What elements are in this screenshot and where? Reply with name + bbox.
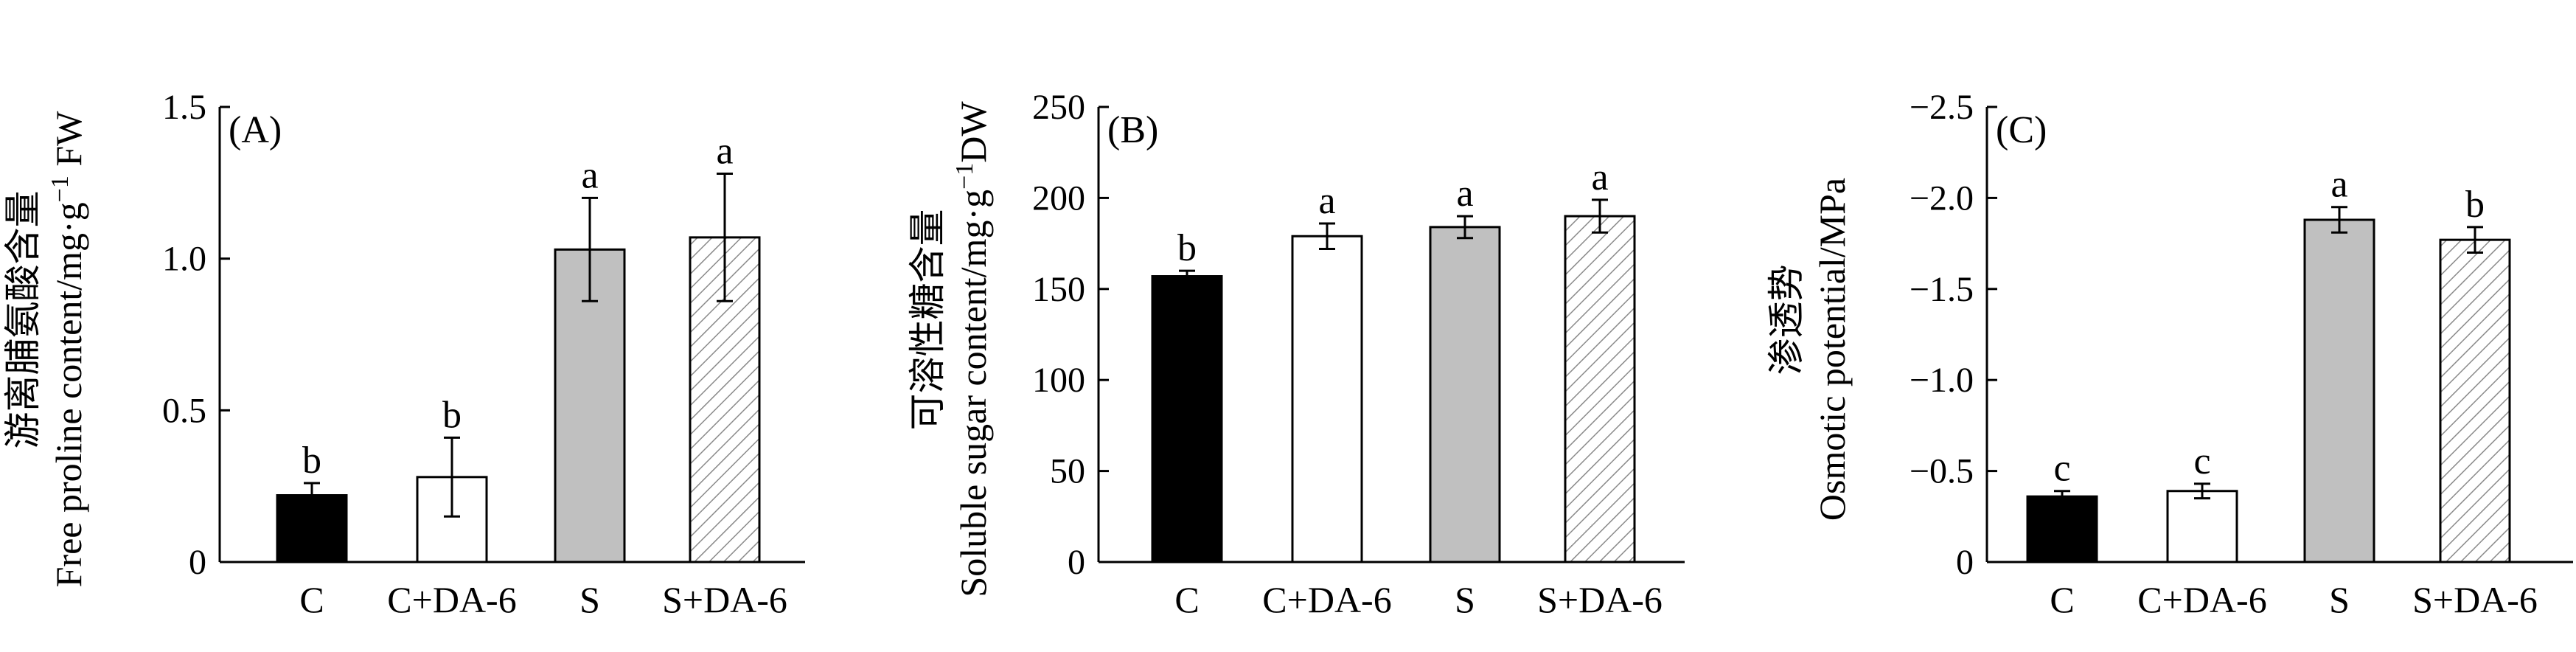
significance-letter: c — [2193, 440, 2210, 482]
y-axis-title-en: Soluble sugar content/mg·g−1DW — [951, 101, 994, 597]
y-axis-title-text: Free proline content/mg·g — [48, 202, 89, 587]
significance-letter: a — [2330, 164, 2347, 206]
x-tick-label: S+DA-6 — [662, 579, 787, 620]
y-tick-label: −1.5 — [1910, 270, 1974, 309]
x-tick-label: C+DA-6 — [2137, 579, 2266, 620]
x-tick-label: C+DA-6 — [387, 579, 516, 620]
y-axis-title-en: Osmotic potential/MPa — [1811, 178, 1853, 521]
y-tick-label: 250 — [1032, 88, 1085, 127]
significance-letter: a — [581, 154, 598, 196]
y-tick-label: 1.5 — [162, 88, 206, 127]
significance-letter: b — [302, 440, 321, 482]
y-tick-label: −2.5 — [1910, 88, 1974, 127]
x-tick-label: C — [1174, 579, 1199, 620]
y-tick-label: 0 — [1068, 543, 1085, 582]
y-axis-title-superscript: −1 — [46, 176, 74, 202]
y-axis-title-text: Osmotic potential/MPa — [1811, 178, 1853, 521]
y-tick-label: 150 — [1032, 270, 1085, 309]
x-tick-label: S+DA-6 — [2412, 579, 2538, 620]
y-tick-label: 50 — [1050, 452, 1085, 491]
x-tick-label: S+DA-6 — [1537, 579, 1663, 620]
panel-label: (B) — [1107, 109, 1158, 151]
y-axis-title-superscript: −1 — [951, 163, 978, 190]
significance-letter: a — [1591, 156, 1608, 198]
bar — [2303, 218, 2375, 563]
x-tick-label: C+DA-6 — [1262, 579, 1391, 620]
significance-letter: a — [1456, 173, 1473, 215]
y-tick-label: 0 — [1956, 543, 1974, 582]
y-tick-label: 100 — [1032, 361, 1085, 400]
significance-letter: b — [1177, 227, 1197, 269]
y-axis-title-en: Free proline content/mg·g−1 FW — [46, 111, 89, 588]
significance-letter: b — [442, 394, 462, 436]
y-tick-label: 1.0 — [162, 240, 206, 279]
significance-letter: c — [2053, 448, 2070, 490]
bar — [2439, 238, 2511, 563]
panel-label: (A) — [229, 109, 282, 151]
bar — [2026, 495, 2098, 563]
x-tick-label: S — [1455, 579, 1475, 620]
significance-letter: b — [2465, 184, 2485, 226]
y-tick-label: −0.5 — [1910, 452, 1974, 491]
x-tick-label: C — [299, 579, 324, 620]
y-tick-label: 200 — [1032, 178, 1085, 218]
x-tick-label: C — [2050, 579, 2074, 620]
x-tick-label: S — [579, 579, 600, 620]
y-axis-title-unit: FW — [48, 111, 89, 176]
bar — [1151, 275, 1223, 563]
bar — [1429, 226, 1501, 563]
y-tick-label: −2.0 — [1910, 178, 1974, 218]
y-axis-title-text: Soluble sugar content/mg·g — [953, 190, 994, 597]
y-tick-label: 0 — [189, 543, 206, 582]
y-axis-title-unit: DW — [953, 101, 994, 163]
significance-letter: a — [1318, 180, 1335, 222]
bar — [1564, 215, 1636, 563]
y-axis-title-cn: 游离脯氨酸含量 — [2, 191, 43, 449]
y-tick-label: 0.5 — [162, 391, 206, 430]
bar — [1291, 235, 1363, 563]
panel-label: (C) — [1996, 109, 2047, 151]
y-tick-label: −1.0 — [1910, 361, 1974, 400]
significance-letter: a — [716, 130, 733, 172]
bar — [2166, 490, 2238, 563]
x-tick-label: S — [2329, 579, 2350, 620]
y-axis-title-cn: 可溶性糖含量 — [907, 209, 948, 431]
y-axis-title-cn: 渗透势 — [1766, 265, 1807, 375]
